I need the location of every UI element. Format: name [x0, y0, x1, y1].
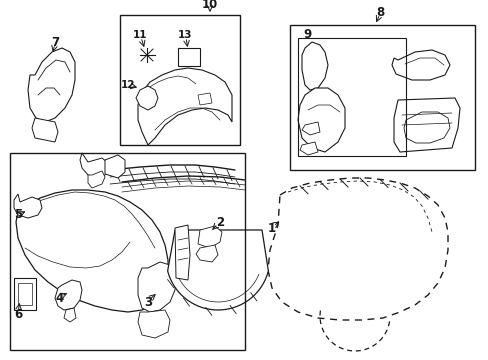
- Polygon shape: [138, 68, 231, 145]
- Polygon shape: [175, 225, 190, 280]
- Polygon shape: [196, 245, 218, 262]
- Text: 9: 9: [303, 28, 311, 41]
- Text: 5: 5: [14, 208, 22, 221]
- Text: 10: 10: [202, 0, 218, 12]
- Polygon shape: [28, 48, 75, 122]
- Polygon shape: [299, 142, 317, 155]
- Polygon shape: [393, 98, 459, 152]
- Bar: [10, 153, 244, 350]
- Polygon shape: [302, 122, 319, 135]
- Text: 1: 1: [267, 221, 276, 234]
- Bar: [297, 38, 405, 156]
- Polygon shape: [302, 42, 327, 90]
- Polygon shape: [136, 86, 158, 110]
- Polygon shape: [297, 88, 345, 152]
- Polygon shape: [105, 155, 125, 178]
- Polygon shape: [391, 50, 449, 80]
- Bar: [289, 25, 474, 170]
- Polygon shape: [198, 226, 222, 248]
- Polygon shape: [16, 190, 168, 312]
- Polygon shape: [55, 280, 82, 310]
- Bar: [178, 48, 200, 66]
- Polygon shape: [32, 118, 58, 142]
- Text: 11: 11: [132, 30, 147, 40]
- Polygon shape: [88, 171, 105, 188]
- Polygon shape: [80, 153, 108, 178]
- Text: 3: 3: [143, 296, 152, 309]
- Text: 2: 2: [216, 216, 224, 229]
- Polygon shape: [64, 308, 76, 322]
- Text: 8: 8: [375, 5, 384, 18]
- Text: 6: 6: [14, 309, 22, 321]
- Bar: [18, 283, 32, 305]
- Text: 4: 4: [56, 292, 64, 305]
- Text: 13: 13: [177, 30, 192, 40]
- Bar: [120, 15, 240, 145]
- Polygon shape: [14, 194, 42, 218]
- Polygon shape: [138, 262, 175, 312]
- Bar: [14, 278, 36, 310]
- Polygon shape: [198, 93, 212, 105]
- Polygon shape: [167, 230, 268, 310]
- Text: 12: 12: [121, 80, 135, 90]
- Text: 7: 7: [51, 36, 59, 49]
- Polygon shape: [138, 310, 170, 338]
